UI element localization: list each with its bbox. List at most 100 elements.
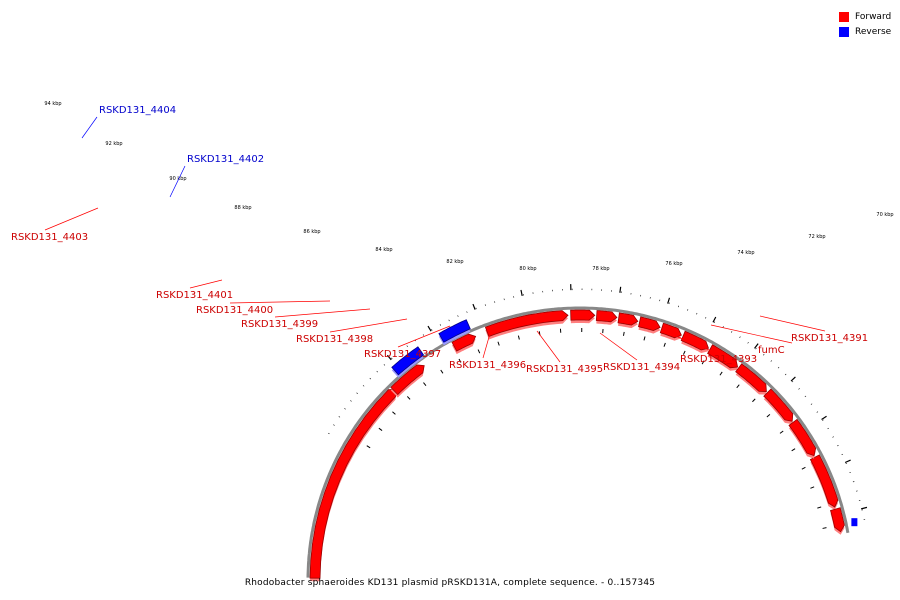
gene-arrow-rskd131_4402[interactable] [438,319,471,346]
gene-body [680,330,710,351]
minor-tick [827,427,829,430]
tick-label: 86 kbp [303,229,320,235]
gene-arrow-rskd131_4391[interactable] [788,418,817,459]
gene-body [595,310,618,323]
minor-tick [849,471,851,474]
major-tick [844,459,851,464]
minor-tick [798,388,800,390]
minor-tick [356,392,358,394]
inner-tick [791,448,796,452]
minor-tick [747,341,749,344]
gene-arrow-fumc[interactable] [763,388,794,425]
gene-arrow-rskd131_4401[interactable] [484,310,569,340]
leader-line [81,116,98,139]
inner-tick [752,398,756,403]
minor-tick [784,373,787,376]
leader-line [482,329,492,359]
minor-tick [406,345,408,347]
gene-arrow[interactable] [390,364,425,398]
inner-tick [663,342,666,347]
gene-arrow-rskd131_4396[interactable] [659,322,682,341]
minor-tick [466,311,468,313]
tick-label: 70 kbp [876,212,893,218]
gene-body [484,310,569,338]
leader-line [229,300,331,304]
minor-tick [333,424,335,426]
gene-label: RSKD131_4404 [99,105,176,116]
gene-arrow-rskd131_4399[interactable] [595,310,618,325]
gene-body [391,346,425,376]
minor-tick [810,403,813,405]
gene-body [809,454,839,508]
gene-arrow-rskd131_4394[interactable] [707,344,739,371]
gene-layer [309,309,858,582]
minor-tick [755,347,757,350]
minor-tick [338,416,341,418]
minor-tick [845,462,848,464]
tick-label: 92 kbp [105,141,122,147]
legend-label-forward: Forward [855,11,892,22]
minor-tick [713,321,716,324]
legend: Forward Reverse [839,9,891,39]
gene-body [830,507,845,533]
inner-tick [366,445,371,449]
legend-item-reverse: Reverse [839,24,891,39]
major-tick [520,289,523,296]
leader-line [189,279,223,289]
leader-line [44,207,99,231]
minor-tick [350,400,352,402]
gene-arrow-rskd131_4404[interactable] [391,346,425,378]
minor-tick [431,329,433,331]
major-tick [667,297,671,304]
gene-arrow-rskd131_4398[interactable] [617,312,639,329]
gene-arrow-rskd131_4393[interactable] [735,363,767,395]
inner-tick [378,427,383,431]
tick-label: 78 kbp [592,266,609,272]
inner-tick [458,358,462,363]
minor-tick [369,377,372,380]
gene-label: RSKD131_4391 [791,333,868,344]
minor-tick [763,353,765,356]
gene-label: RSKD131_4403 [11,232,88,243]
tick-label: 82 kbp [446,259,463,265]
inner-tick [779,430,784,434]
gene-arrow-rskd131_4395[interactable] [680,330,710,353]
minor-tick [328,432,330,435]
minor-tick [391,357,393,360]
minor-tick [791,380,794,383]
tick-label: 74 kbp [737,250,754,256]
leader-line [329,318,408,333]
major-tick [427,325,432,332]
gene-label: RSKD131_4395 [526,364,603,375]
gene-label: RSKD131_4393 [680,354,757,365]
leader-line [169,165,186,198]
gene-label: RSKD131_4397 [364,349,441,360]
gene-arrow-rskd131_4403[interactable] [451,333,477,355]
label-layer: RSKD131_4404 RSKD131_4402 RSKD131_4403 RSKD… [11,105,868,375]
gene-arrow[interactable] [830,507,845,535]
inner-tick [622,331,625,336]
inner-tick [497,341,500,346]
inner-tick [810,486,815,489]
major-tick [386,354,392,361]
inner-tick [682,350,686,355]
minor-tick [677,305,680,308]
tick-label: 84 kbp [375,247,392,253]
gene-arrow[interactable] [809,454,839,510]
minor-tick [852,481,855,483]
gene-label: fumC [758,345,785,356]
tick-layer: 70 kbp 72 kbp 74 kbp 76 kbp 78 kbp 80 kbp 82 k… [44,101,894,529]
tick-label: 72 kbp [808,234,825,240]
minor-tick [696,312,698,315]
gene-arrow-rskd131_4397[interactable] [638,316,661,334]
gene-arrow[interactable] [309,388,397,582]
inner-tick [719,371,723,376]
leader-line [759,315,826,332]
inner-tick [822,527,827,529]
major-tick [860,506,868,510]
inner-tick [736,384,740,389]
gene-label: RSKD131_4400 [196,305,273,316]
gene-body [735,363,767,393]
inner-tick [477,349,481,354]
gene-arrow-rskd131_4400[interactable] [570,309,596,324]
